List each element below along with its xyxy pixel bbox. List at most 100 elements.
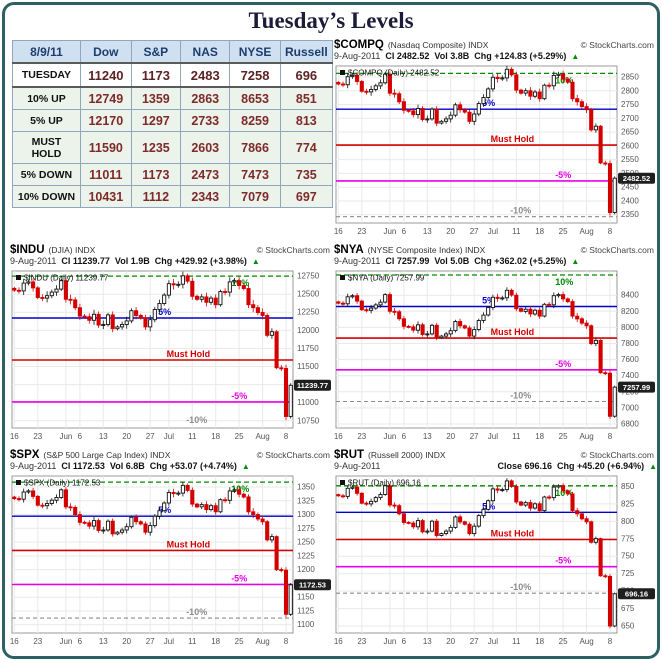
svg-text:25: 25 [559, 432, 568, 441]
svg-text:11000: 11000 [297, 398, 319, 407]
chart-date: 9-Aug-2011 [334, 461, 381, 471]
candlestick-chart-nya: 6800700072007400760078008000820084001623… [334, 270, 655, 441]
svg-text:Jul: Jul [164, 432, 174, 441]
cell-value: 774 [279, 131, 333, 164]
cell-value: 2863 [179, 86, 231, 110]
table-row-5down: 5% DOWN 11011 1173 2473 7473 735 [12, 163, 333, 186]
svg-text:2482.52: 2482.52 [623, 174, 650, 183]
svg-text:650: 650 [621, 622, 635, 631]
up-arrow-icon: ▲ [571, 52, 580, 61]
svg-text:11: 11 [512, 432, 521, 441]
svg-text:13: 13 [423, 432, 432, 441]
svg-text:11750: 11750 [297, 344, 319, 353]
table-row-10down: 10% DOWN 10431 1112 2343 7079 697 [12, 185, 333, 208]
header-dow: Dow [79, 40, 132, 64]
svg-text:Aug: Aug [579, 227, 593, 236]
cell-value: 735 [279, 163, 333, 186]
svg-text:-10%: -10% [510, 582, 531, 592]
svg-text:7257.99: 7257.99 [623, 383, 650, 392]
stockcharts-credit: © StockCharts.com [580, 40, 654, 50]
svg-text:696.16: 696.16 [625, 590, 648, 599]
row-label: MUST HOLD [12, 131, 81, 164]
chart-title-row: $RUT (Russell 2000) INDX © StockCharts.c… [334, 449, 657, 461]
svg-text:1172.53: 1172.53 [299, 581, 326, 590]
svg-text:1325: 1325 [297, 496, 315, 505]
svg-text:Must Hold: Must Hold [491, 134, 534, 144]
chart-title-row: $INDU (DJIA) INDX © StockCharts.com [10, 244, 333, 256]
chart-panel-rut: $RUT (Russell 2000) INDX © StockCharts.c… [333, 445, 657, 650]
candles [336, 478, 617, 629]
page-title: Tuesday’s Levels [248, 8, 414, 33]
svg-text:12500: 12500 [297, 290, 320, 299]
svg-text:1275: 1275 [297, 524, 315, 533]
svg-text:-5%: -5% [231, 391, 247, 401]
x-axis: 16 23 Jun 6 13 20 27 Jul 11 18 25 Aug 8 [334, 476, 613, 646]
legend-marker-icon [16, 275, 21, 280]
svg-text:10%: 10% [555, 75, 573, 85]
cell-value: 11240 [79, 62, 132, 88]
svg-text:-5%: -5% [555, 359, 571, 369]
svg-text:Jun: Jun [59, 637, 72, 646]
legend-marker-icon [340, 480, 345, 485]
svg-text:Jun: Jun [59, 432, 72, 441]
chart-description: (Russell 2000) INDX [368, 450, 446, 460]
svg-text:27: 27 [470, 227, 479, 236]
svg-text:2750: 2750 [621, 100, 639, 109]
chart-close: Cl 1172.53 [61, 461, 105, 471]
chart-symbol: $COMPQ [334, 39, 384, 51]
cell-value: 1359 [130, 86, 182, 110]
svg-text:25: 25 [235, 637, 244, 646]
last-price-box: 11239.77 [294, 379, 331, 391]
svg-text:6: 6 [402, 432, 407, 441]
level-lines: 10%5%Must Hold-5%-10% [12, 275, 293, 425]
svg-text:Jul: Jul [488, 637, 498, 646]
svg-text:775: 775 [621, 534, 635, 543]
svg-text:-10%: -10% [510, 391, 531, 401]
chart-change: Chg +429.92 (+3.98%) [154, 256, 247, 266]
x-axis: 16 23 Jun 6 13 20 27 Jul 11 18 25 Aug 8 [10, 476, 289, 646]
row-label: 5% UP [12, 109, 81, 132]
svg-text:6: 6 [402, 637, 407, 646]
svg-text:5%: 5% [158, 307, 171, 317]
chart-close: Cl 7257.99 [385, 256, 430, 266]
cell-value: 8653 [229, 86, 281, 110]
svg-text:2600: 2600 [621, 141, 639, 150]
svg-text:18: 18 [535, 227, 544, 236]
chart-info-row: 9-Aug-2011 Cl 2482.52 Vol 3.8B Chg +124.… [334, 51, 657, 62]
svg-text:7000: 7000 [621, 403, 639, 412]
levels-table-panel: 8/9/11 Dow S&P NAS NYSE Russell TUESDAY … [9, 35, 333, 240]
chart-volume: Vol 1.9B [114, 256, 150, 266]
svg-text:20: 20 [446, 227, 455, 236]
svg-text:2550: 2550 [621, 155, 639, 164]
svg-text:Jun: Jun [383, 432, 396, 441]
svg-text:2450: 2450 [621, 183, 639, 192]
svg-text:27: 27 [146, 637, 155, 646]
svg-text:Must Hold: Must Hold [167, 539, 211, 549]
up-arrow-icon: ▲ [571, 257, 580, 266]
svg-text:12250: 12250 [297, 308, 320, 317]
stockcharts-credit: © StockCharts.com [580, 450, 654, 460]
header-nyse: NYSE [229, 40, 281, 64]
svg-text:1300: 1300 [297, 510, 315, 519]
svg-text:-10%: -10% [510, 206, 531, 216]
legend-marker-icon [16, 480, 21, 485]
svg-text:$RUT (Daily) 696.16: $RUT (Daily) 696.16 [348, 479, 421, 488]
chart-legend: $SPX (Daily) 1172.53 [16, 479, 101, 488]
svg-text:825: 825 [621, 499, 635, 508]
cell-value: 1297 [130, 109, 182, 132]
svg-text:1250: 1250 [297, 538, 315, 547]
svg-text:800: 800 [621, 517, 635, 526]
cell-value: 813 [279, 109, 333, 132]
svg-text:2350: 2350 [621, 210, 639, 219]
svg-text:6: 6 [78, 432, 83, 441]
svg-text:-5%: -5% [231, 574, 247, 584]
svg-text:6: 6 [78, 637, 83, 646]
svg-text:11500: 11500 [297, 362, 319, 371]
cell-value: 2603 [179, 131, 231, 164]
header-date: 8/9/11 [12, 40, 81, 64]
svg-text:675: 675 [621, 604, 635, 613]
chart-legend: $NYA (Daily) 7257.99 [340, 274, 425, 283]
svg-text:16: 16 [334, 227, 343, 236]
svg-text:20: 20 [122, 637, 131, 646]
